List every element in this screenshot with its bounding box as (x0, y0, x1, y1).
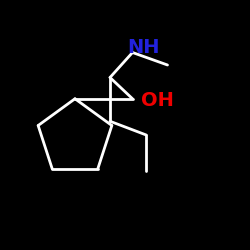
Text: OH: OH (141, 90, 174, 110)
Text: NH: NH (128, 38, 160, 57)
